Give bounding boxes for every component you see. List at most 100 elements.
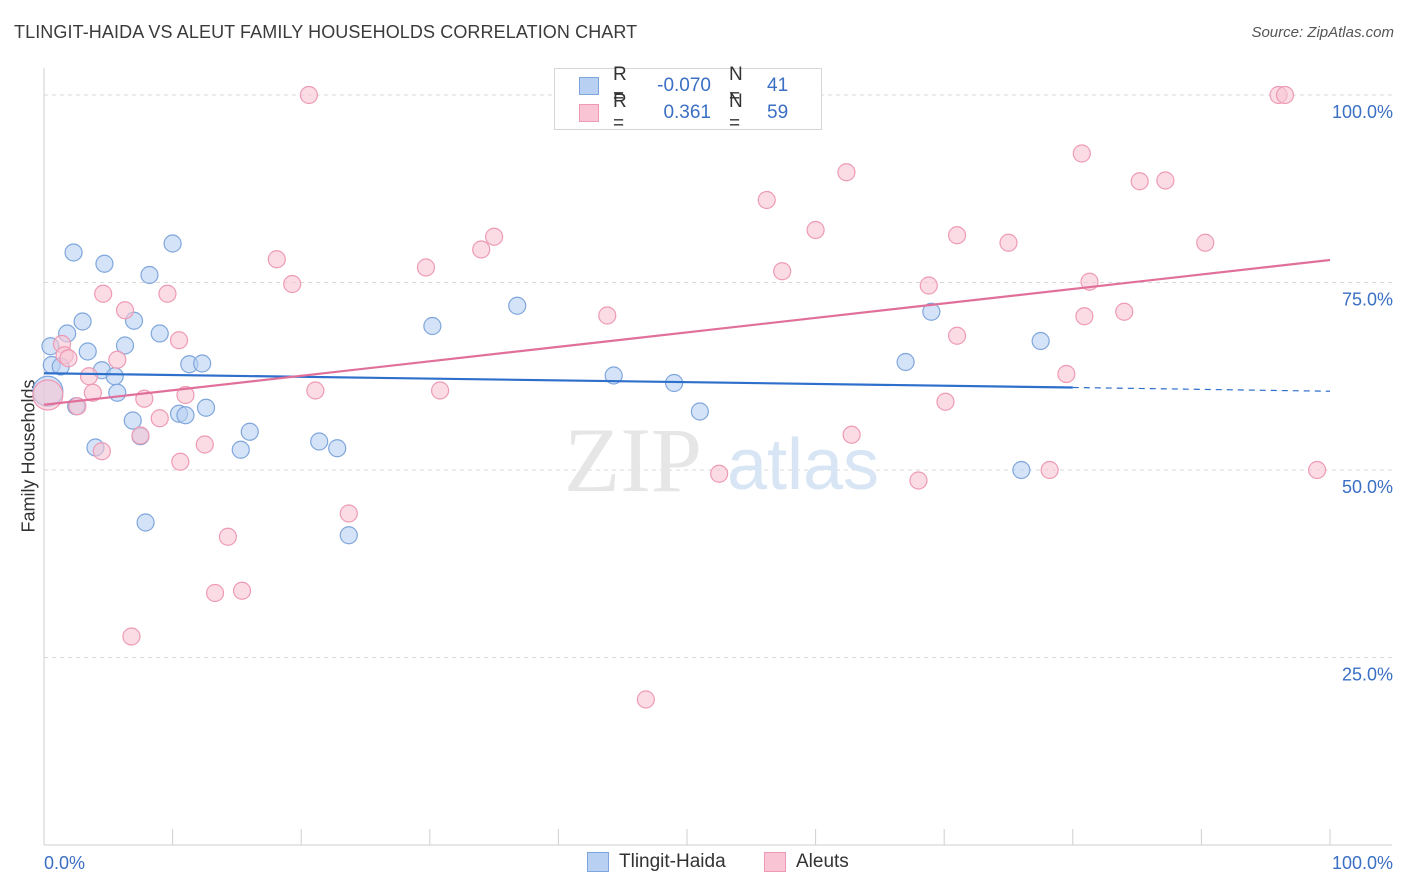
legend-item-tlingit-haida[interactable]: Tlingit-Haida [587, 851, 726, 873]
data-point [196, 398, 216, 417]
data-point [837, 163, 856, 182]
x-tick-label-max: 100.0% [1332, 853, 1393, 873]
data-point [150, 324, 169, 343]
data-point [1072, 144, 1091, 163]
data-point [508, 296, 527, 315]
data-point [1075, 307, 1094, 326]
series-tlingit-haida-points [32, 234, 1050, 545]
y-tick-label: 75.0% [1342, 290, 1393, 310]
data-point [115, 336, 135, 355]
data-point [1275, 85, 1295, 105]
gridlines [44, 94, 1392, 658]
data-point [999, 233, 1018, 252]
data-point [919, 276, 938, 295]
data-point [83, 383, 102, 402]
data-point [306, 381, 325, 400]
legend-label: Tlingit-Haida [619, 851, 726, 872]
legend-n-value: 41 [767, 75, 789, 96]
data-point [690, 402, 709, 421]
x-tick-label-min: 0.0% [44, 853, 85, 873]
legend-row-tlingit-haida: R = -0.070 N = 41 [579, 64, 789, 107]
data-point [310, 432, 329, 451]
data-point [710, 464, 729, 483]
correlation-legend: R = -0.070 N = 41 R = 0.361 N = 59 [554, 64, 822, 134]
data-point [78, 342, 97, 361]
data-point [339, 526, 358, 545]
legend-n-label: N = [729, 91, 743, 134]
data-point [636, 690, 655, 709]
legend-row-aleuts: R = 0.361 N = 59 [579, 91, 789, 134]
data-point [176, 385, 195, 405]
legend-swatch-pink [764, 852, 786, 872]
data-point [122, 627, 141, 646]
data-point [140, 265, 159, 285]
trend-lines [43, 258, 1331, 406]
data-point [283, 274, 302, 294]
data-point [95, 254, 114, 273]
legend-item-aleuts[interactable]: Aleuts [764, 851, 849, 873]
data-point [328, 439, 347, 458]
data-point [240, 422, 259, 441]
data-point [1031, 331, 1050, 351]
trend-line-blue [43, 372, 1073, 389]
data-point [430, 381, 450, 400]
series-aleuts-points [32, 85, 1327, 709]
data-point [108, 383, 127, 402]
data-point [231, 440, 250, 459]
data-point [909, 471, 928, 490]
data-point [947, 326, 967, 345]
data-point [267, 250, 286, 269]
legend-n-value: 59 [767, 102, 789, 123]
data-point [94, 284, 113, 303]
data-point [163, 234, 182, 253]
data-point [123, 411, 142, 430]
data-point [1308, 460, 1327, 480]
legend-r-label: R = [613, 64, 627, 107]
data-point [108, 350, 127, 369]
legend-r-value: 0.361 [663, 102, 711, 123]
data-point [59, 349, 78, 368]
data-point [936, 392, 955, 411]
y-tick-labels: 25.0% 50.0% 75.0% 100.0% [1332, 102, 1393, 685]
data-point [64, 243, 83, 262]
data-point [73, 312, 92, 331]
data-point [176, 406, 195, 425]
data-point [79, 367, 99, 386]
data-point [1196, 233, 1215, 252]
data-point [205, 583, 225, 603]
y-tick-label: 50.0% [1342, 477, 1393, 497]
data-point [1057, 364, 1076, 384]
data-point [416, 258, 436, 277]
data-point [598, 306, 617, 325]
data-point [115, 301, 135, 320]
data-point [158, 284, 177, 303]
trend-line-pink [43, 258, 1331, 406]
data-point [169, 331, 189, 350]
y-tick-label: 100.0% [1332, 102, 1393, 122]
data-point [1012, 460, 1031, 480]
data-point [232, 581, 252, 600]
data-point [32, 379, 64, 411]
chart-title: TLINGIT-HAIDA VS ALEUT FAMILY HOUSEHOLDS… [14, 22, 638, 42]
data-point [136, 513, 155, 532]
axes [43, 68, 1392, 846]
data-point [1040, 460, 1059, 480]
legend-r-value: -0.070 [657, 75, 711, 96]
data-point [604, 366, 623, 385]
y-tick-label: 25.0% [1342, 665, 1393, 685]
watermark: ZIP atlas [564, 409, 879, 511]
data-point [423, 316, 442, 336]
x-tick-labels: 0.0% 100.0% [44, 853, 1393, 873]
data-point [842, 425, 861, 444]
series-legend: Tlingit-Haida Aleuts [0, 851, 1406, 879]
data-point [339, 504, 358, 523]
data-point [806, 220, 825, 240]
data-point [171, 452, 190, 471]
watermark-zip: ZIP [564, 409, 702, 511]
data-point [896, 352, 915, 372]
source-label: Source: ZipAtlas.com [1251, 24, 1394, 41]
data-point [947, 226, 967, 245]
data-point [773, 262, 792, 281]
data-point [193, 354, 212, 373]
